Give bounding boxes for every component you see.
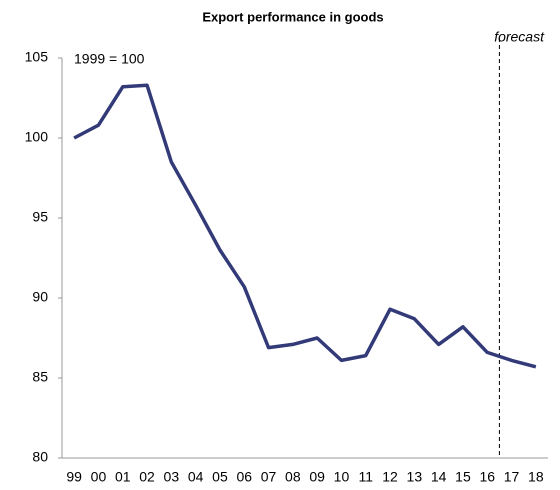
annotation: forecast <box>494 29 545 45</box>
x-tick-label: 12 <box>382 469 398 485</box>
annotation: 1999 = 100 <box>74 51 145 67</box>
x-tick-label: 08 <box>285 469 301 485</box>
y-tick-label: 80 <box>32 449 48 465</box>
chart-title: Export performance in goods <box>202 9 383 24</box>
y-tick-label: 100 <box>25 129 49 145</box>
x-tick-label: 11 <box>358 469 373 485</box>
x-tick-label: 15 <box>455 469 471 485</box>
x-tick-label: 03 <box>164 469 180 485</box>
y-tick-label: 105 <box>25 49 49 65</box>
x-tick-label: 01 <box>115 469 131 485</box>
x-tick-label: 06 <box>236 469 252 485</box>
x-tick-label: 00 <box>91 469 107 485</box>
x-tick-label: 16 <box>479 469 495 485</box>
x-tick-label: 04 <box>188 469 204 485</box>
x-tick-label: 17 <box>504 469 520 485</box>
x-tick-label: 07 <box>261 469 277 485</box>
y-tick-label: 85 <box>32 369 48 385</box>
x-tick-label: 99 <box>66 469 82 485</box>
y-tick-label: 95 <box>32 209 48 225</box>
x-tick-label: 13 <box>407 469 423 485</box>
x-tick-label: 14 <box>431 469 447 485</box>
x-tick-label: 05 <box>212 469 228 485</box>
x-tick-label: 10 <box>334 469 350 485</box>
x-tick-label: 09 <box>309 469 325 485</box>
x-tick-label: 02 <box>139 469 155 485</box>
x-tick-label: 18 <box>528 469 544 485</box>
y-tick-label: 90 <box>32 289 48 305</box>
data-line <box>73 83 537 369</box>
